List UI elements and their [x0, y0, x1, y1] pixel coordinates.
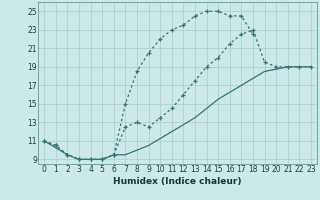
X-axis label: Humidex (Indice chaleur): Humidex (Indice chaleur)	[113, 177, 242, 186]
